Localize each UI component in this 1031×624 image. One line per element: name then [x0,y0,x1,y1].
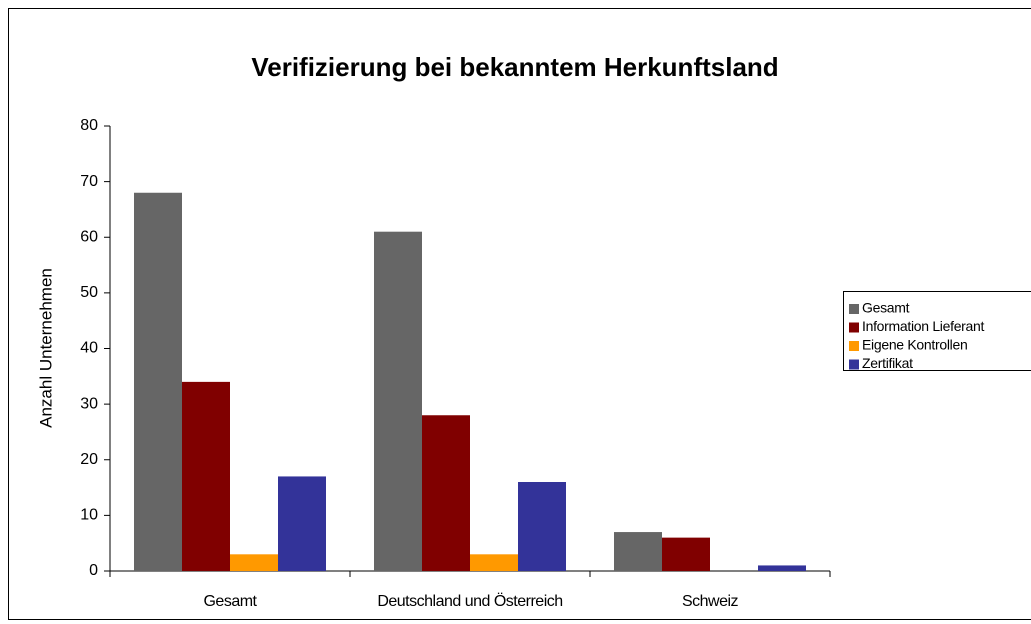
y-tick-label: 40 [80,340,98,357]
x-tick-label: Gesamt [203,593,257,610]
bar [614,532,662,571]
bar [134,192,182,571]
bar [278,476,326,571]
legend-swatch [849,341,859,351]
y-tick-label: 0 [89,562,98,579]
y-tick-label: 80 [80,117,98,134]
legend-box [843,291,1031,371]
legend-label: Gesamt [862,300,910,316]
legend-label: Eigene Kontrollen [862,337,967,353]
legend-label: Information Lieferant [862,318,985,334]
x-tick-label: Deutschland und Österreich [377,592,562,610]
legend-swatch [849,322,859,333]
y-tick-label: 30 [80,395,98,412]
bar [758,565,806,571]
y-tick-label: 60 [80,228,98,245]
legend-label: Zertifikat [862,355,913,371]
y-tick-label: 70 [80,173,98,190]
legend-swatch [849,359,859,370]
y-tick-label: 50 [80,284,98,301]
bar [422,415,470,571]
x-tick-label: Schweiz [682,593,739,610]
y-axis-label: Anzahl Unternehmen [36,268,55,428]
bar [662,537,710,571]
y-tick-label: 10 [80,507,98,524]
chart-title: Verifizierung bei bekanntem Herkunftslan… [251,52,778,82]
bar [518,482,566,571]
legend-swatch [849,304,859,314]
bar [230,554,278,571]
y-tick-label: 20 [80,451,98,468]
bar [182,381,230,571]
bar [374,231,422,571]
bar [470,554,518,571]
